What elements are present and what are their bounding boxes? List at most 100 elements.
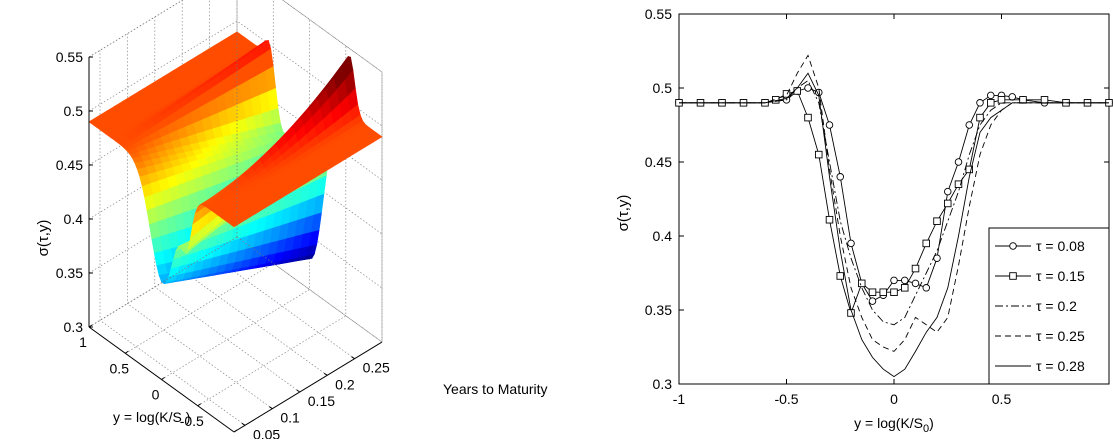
z-tick-label: 0.35 <box>56 265 83 281</box>
data-point-marker <box>804 113 812 122</box>
grid-line <box>99 50 246 426</box>
data-point-marker <box>825 215 834 224</box>
y-tick-label: 0.35 <box>645 302 672 318</box>
tau-tick-label: 0.25 <box>363 360 390 376</box>
legend-entry-label: τ = 0.28 <box>1036 358 1085 374</box>
data-point-marker <box>922 239 931 248</box>
data-point-marker <box>922 284 931 292</box>
y-tick-label: 0.5 <box>110 360 130 376</box>
grid-line <box>127 33 273 409</box>
data-point-marker <box>890 276 898 285</box>
data-point-marker <box>782 90 791 98</box>
y-tick-label: 0 <box>152 387 160 403</box>
line-y-axis-label: σ(τ,y) <box>615 195 632 232</box>
data-point-marker <box>825 121 834 129</box>
data-point-marker <box>976 99 984 107</box>
legend: τ = 0.08 τ = 0.15 τ = 0.2 τ = 0.25 τ = 0.28 <box>988 227 1110 385</box>
legend-entry-label: τ = 0.25 <box>1036 328 1085 344</box>
tick-mark <box>233 429 238 433</box>
data-point-marker <box>944 199 952 208</box>
data-point-marker <box>976 113 984 122</box>
tau-tick-label: 0.15 <box>308 393 335 409</box>
series <box>679 72 1109 378</box>
legend-box <box>988 227 1110 385</box>
tick-mark <box>241 422 246 426</box>
data-point-marker <box>1009 272 1017 280</box>
tau-tick-label: 0.2 <box>335 376 355 392</box>
y-tick-label: 0.55 <box>645 6 672 22</box>
data-point-marker <box>847 239 855 248</box>
legend-entry-label: τ = 0.15 <box>1036 268 1085 284</box>
tau-tick-label: 0.05 <box>253 426 280 439</box>
data-point-marker <box>1019 96 1027 104</box>
series <box>679 79 1109 326</box>
data-point-marker <box>911 279 920 288</box>
x-tick-label: -0.5 <box>774 391 798 407</box>
series-line <box>679 79 1109 326</box>
line-x-axis-label: y = log(K/S0) <box>854 415 934 435</box>
tick-mark <box>351 356 355 360</box>
surface-plot-panel: 0.30.350.40.450.50.5510.50-0.5-10.050.10… <box>0 0 560 444</box>
tau-tick-label: 0.1 <box>280 410 300 426</box>
data-point-marker <box>868 288 877 296</box>
data-point-marker <box>965 165 974 174</box>
surface-x-axis-label: y = log(K/S ) <box>113 409 190 425</box>
data-point-marker <box>944 187 952 196</box>
data-point-marker <box>954 180 963 188</box>
z-tick-label: 0.45 <box>56 157 83 173</box>
tick-mark <box>269 406 273 410</box>
data-point-marker <box>858 279 866 288</box>
line-plot: -1 -0.5 0 0.5 0.3 0.35 0.4 0.45 0.5 0.55 τ = 0.08… <box>615 6 1113 435</box>
data-point-marker <box>911 264 920 273</box>
tick-mark <box>161 377 165 380</box>
axis-edge <box>88 0 184 58</box>
data-point-marker <box>1040 96 1049 104</box>
tick-mark <box>124 350 129 354</box>
y-tick-label: 0.4 <box>653 228 673 244</box>
series-line <box>679 72 1109 378</box>
axis-edge <box>88 236 238 328</box>
y-tick-label: 0.5 <box>653 80 673 96</box>
surface-y-axis-label: Years to Maturity <box>443 381 548 397</box>
z-tick-label: 0.4 <box>64 211 84 227</box>
data-point-marker <box>933 217 941 225</box>
tick-mark <box>88 324 93 328</box>
data-point-marker <box>997 96 1006 104</box>
line-series-group <box>675 54 1113 378</box>
data-point-marker <box>868 297 877 305</box>
data-point-marker <box>814 150 823 159</box>
data-point-marker <box>901 276 909 285</box>
legend-entry-label: τ = 0.08 <box>1036 238 1085 254</box>
data-point-marker <box>987 99 995 107</box>
surface-axes <box>88 0 383 433</box>
surface-plot: 0.30.350.40.450.50.5510.50-0.5-10.050.10… <box>35 0 548 444</box>
z-tick-label: 0.3 <box>64 319 84 335</box>
tick-mark <box>296 389 301 393</box>
surface-z-axis-label: σ(τ,y) <box>35 220 52 257</box>
surface-tick-labels: 0.30.350.40.450.50.5510.50-0.5-10.050.10… <box>56 49 390 444</box>
tick-mark <box>197 403 202 407</box>
z-tick-label: 0.5 <box>64 103 84 119</box>
data-point-marker <box>890 288 898 296</box>
x-tick-label: 0 <box>890 391 898 407</box>
data-point-marker <box>901 284 909 292</box>
y-tick-label: -0.5 <box>180 413 204 429</box>
axis-edge <box>233 341 383 433</box>
data-point-marker <box>1009 242 1017 250</box>
y-tick-label: 1 <box>79 334 87 350</box>
series <box>679 54 1109 352</box>
data-point-marker <box>954 158 963 166</box>
x-tick-label: 0.5 <box>992 391 1012 407</box>
data-point-marker <box>965 121 974 129</box>
series-line <box>679 54 1109 352</box>
y-tick-label: 0.3 <box>653 376 673 392</box>
data-point-marker <box>804 84 812 92</box>
x-axis-label-subscript: 0 <box>923 423 929 435</box>
data-point-marker <box>836 173 845 181</box>
data-point-marker <box>879 288 888 296</box>
data-point-marker <box>987 91 995 100</box>
data-point-marker <box>836 272 845 280</box>
legend-entry-label: τ = 0.2 <box>1036 298 1077 314</box>
line-plot-panel: -1 -0.5 0 0.5 0.3 0.35 0.4 0.45 0.5 0.55 τ = 0.08… <box>560 0 1113 439</box>
z-tick-label: 0.55 <box>56 49 83 65</box>
